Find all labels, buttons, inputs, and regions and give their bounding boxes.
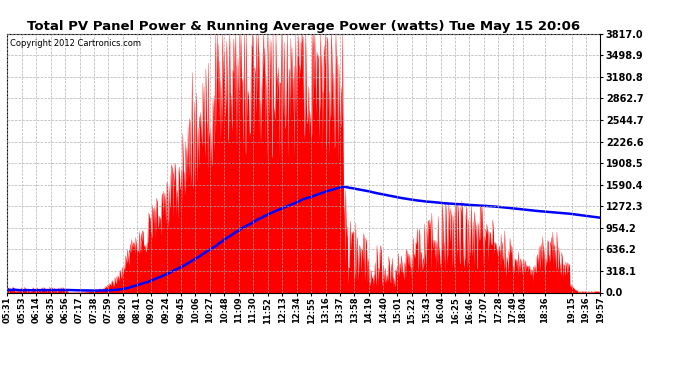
Title: Total PV Panel Power & Running Average Power (watts) Tue May 15 20:06: Total PV Panel Power & Running Average P… bbox=[27, 20, 580, 33]
Text: Copyright 2012 Cartronics.com: Copyright 2012 Cartronics.com bbox=[10, 39, 141, 48]
